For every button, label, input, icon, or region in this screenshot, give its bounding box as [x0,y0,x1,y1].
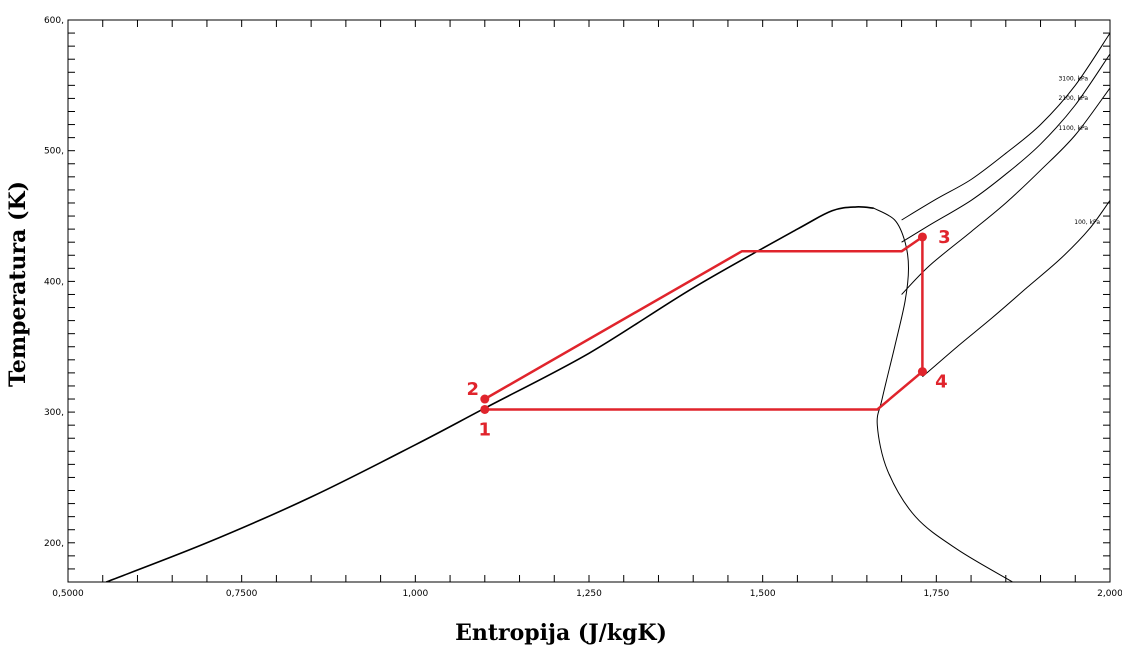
plot-frame [67,19,1111,583]
x-tick-label: 0,7500 [226,589,258,599]
x-tick-label: 2,000 [1097,589,1122,599]
isobar-line [922,200,1110,378]
state-point [480,394,490,404]
x-tick-label: 1,250 [576,589,602,599]
isobar-label: 2100, kPa [1058,95,1088,102]
y-tick-label: 300, [44,408,64,418]
state-point [917,367,927,377]
y-tick-label: 500, [44,147,64,157]
isobar-label: 1100, kPa [1058,125,1088,132]
state-point [917,232,927,242]
x-tick-label: 1,500 [750,589,776,599]
x-axis-title: Entropija (J/kgK) [455,620,667,646]
isobar-line [901,87,1110,295]
isobar-label: 3100, kPa [1058,75,1088,82]
isobar-line [901,53,1110,243]
plot-area: 3100, kPa 2100, kPa 1100, kPa 100, kPa [105,32,1110,582]
state-point-label: 2 [467,379,480,400]
x-tick-label: 1,000 [402,589,428,599]
y-tick-label: 400, [44,277,64,287]
state-point-label: 3 [938,227,951,248]
isobar-label: 100, kPa [1074,219,1100,226]
state-point-label: 1 [479,419,492,440]
x-tick-label: 0,5000 [52,589,84,599]
state-point [480,404,490,414]
x-tick-label: 1,750 [923,589,949,599]
y-tick-label: 600, [44,16,64,26]
state-point-label: 4 [935,372,948,393]
saturated-liquid-line [105,206,874,582]
y-tick-label: 200, [44,539,64,549]
isobar-line [901,32,1110,221]
